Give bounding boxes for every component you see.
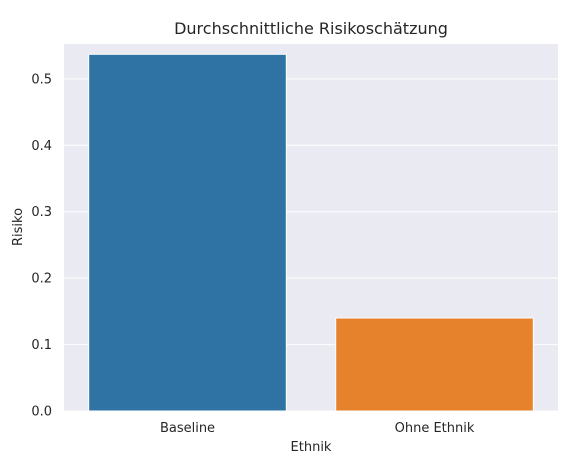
y-tick-label: 0.3 <box>31 205 52 220</box>
y-axis-label: Risiko <box>11 208 26 246</box>
bar-0 <box>89 54 287 411</box>
y-tick-label: 0.4 <box>31 139 52 154</box>
y-tick-label: 0.2 <box>31 272 52 287</box>
y-tick-label: 0.5 <box>31 72 52 87</box>
y-tick-labels: 0.0 0.1 0.2 0.3 0.4 0.5 <box>31 72 52 419</box>
y-tick-label: 0.1 <box>31 338 52 353</box>
chart-title: Durchschnittliche Risikoschätzung <box>174 19 448 38</box>
x-tick-labels: Baseline Ohne Ethnik <box>160 421 475 436</box>
y-tick-label: 0.0 <box>31 405 52 420</box>
x-axis-label: Ethnik <box>291 440 332 455</box>
x-tick-label: Baseline <box>160 421 215 436</box>
bar-1 <box>336 318 534 411</box>
x-tick-label: Ohne Ethnik <box>395 421 475 436</box>
